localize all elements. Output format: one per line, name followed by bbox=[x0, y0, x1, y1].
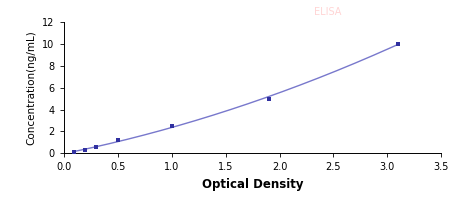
X-axis label: Optical Density: Optical Density bbox=[202, 178, 303, 191]
Y-axis label: Concentration(ng/mL): Concentration(ng/mL) bbox=[27, 30, 37, 145]
Text: Typical Standard Curve for Human YAP1 ELISA.: Typical Standard Curve for Human YAP1 EL… bbox=[72, 197, 383, 210]
Text: ELISA: ELISA bbox=[314, 7, 341, 17]
